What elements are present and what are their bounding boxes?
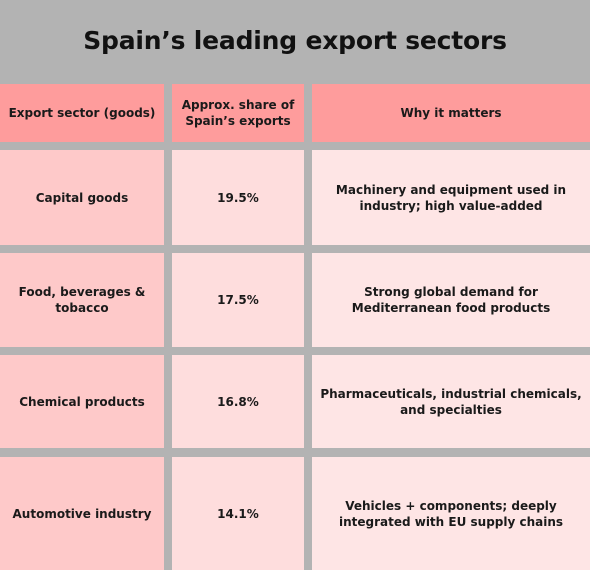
header-share: Approx. share of Spain’s exports bbox=[172, 84, 304, 142]
row-4-why: Vehicles + components; deeply integrated… bbox=[312, 457, 590, 570]
row-3-why: Pharmaceuticals, industrial chemicals, a… bbox=[312, 355, 590, 448]
row-1-sector: Capital goods bbox=[0, 150, 164, 245]
row-2-why: Strong global demand for Mediterranean f… bbox=[312, 253, 590, 347]
row-2-sector: Food, beverages & tobacco bbox=[0, 253, 164, 347]
row-4-share: 14.1% bbox=[172, 457, 304, 570]
row-1-why: Machinery and equipment used in industry… bbox=[312, 150, 590, 245]
header-why: Why it matters bbox=[312, 84, 590, 142]
row-4-sector: Automotive industry bbox=[0, 457, 164, 570]
page-title: Spain’s leading export sectors bbox=[83, 26, 507, 55]
header-sector: Export sector (goods) bbox=[0, 84, 164, 142]
row-1-share: 19.5% bbox=[172, 150, 304, 245]
row-3-share: 16.8% bbox=[172, 355, 304, 448]
row-2-share: 17.5% bbox=[172, 253, 304, 347]
row-3-sector: Chemical products bbox=[0, 355, 164, 448]
